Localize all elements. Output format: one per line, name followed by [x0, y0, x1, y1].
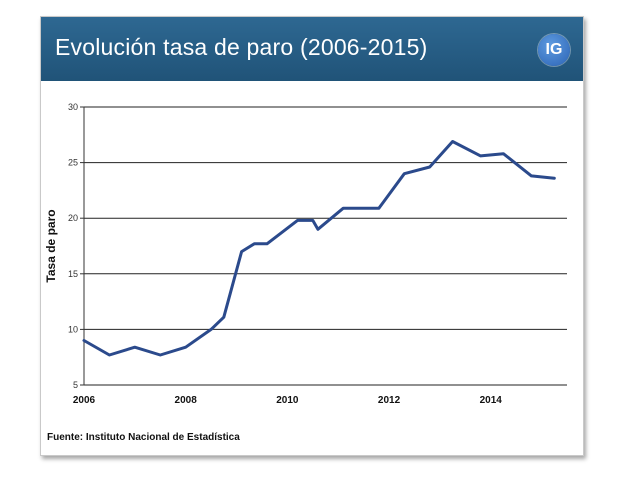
y-tick-label: 30	[68, 102, 78, 112]
line-chart: 5 10 15 20 25 30 2006 2008 2010 2012 2014 Tasa de…	[44, 102, 567, 406]
x-tick-label: 2006	[73, 395, 96, 406]
y-tick-label: 20	[68, 213, 78, 223]
x-tick-label: 2010	[276, 395, 299, 406]
chart-card: Evolución tasa de paro (2006-2015) IG 5 1…	[40, 16, 584, 456]
chart-title: Evolución tasa de paro (2006-2015)	[55, 34, 428, 60]
y-tick-label: 25	[68, 158, 78, 168]
y-axis-label: Tasa de paro	[44, 209, 58, 282]
source-note: Fuente: Instituto Nacional de Estadístic…	[47, 432, 240, 443]
ig-logo: IG	[538, 34, 570, 66]
y-tick-label: 15	[68, 269, 78, 279]
series-line	[82, 140, 556, 357]
x-tick-label: 2008	[175, 395, 198, 406]
x-tick-label: 2012	[378, 395, 401, 406]
y-tick-label: 10	[68, 324, 78, 334]
series	[82, 140, 556, 357]
chart-header: Evolución tasa de paro (2006-2015) IG	[41, 17, 583, 81]
x-tick-label: 2014	[480, 395, 503, 406]
x-ticks: 2006 2008 2010 2012 2014	[73, 395, 502, 406]
y-tick-label: 5	[73, 380, 78, 390]
y-ticks: 5 10 15 20 25 30	[68, 102, 84, 390]
grid-lines	[84, 106, 567, 386]
